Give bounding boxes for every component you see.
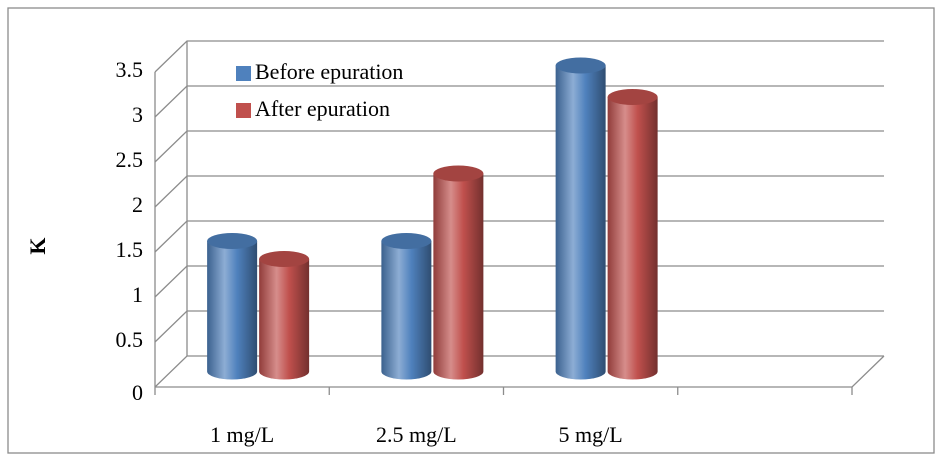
y-tick-label: 1 xyxy=(132,282,143,307)
bar-top xyxy=(607,89,658,105)
bar-body xyxy=(433,173,484,380)
bar xyxy=(381,233,432,380)
y-tick-label: 2 xyxy=(132,192,143,217)
legend-swatch xyxy=(236,66,251,81)
legend-label: After epuration xyxy=(255,96,390,121)
y-tick-label: 0.5 xyxy=(116,327,144,352)
bar xyxy=(207,233,258,380)
bar-body xyxy=(259,259,310,380)
x-tick-label: 5 mg/L xyxy=(559,422,623,447)
y-axis-label: K xyxy=(25,237,50,254)
y-tick-label: 0 xyxy=(132,380,143,405)
bar-body xyxy=(607,97,658,380)
bar-top xyxy=(207,233,258,249)
bar-body xyxy=(381,241,432,380)
bar xyxy=(433,165,484,380)
bar xyxy=(555,57,606,380)
bar-body xyxy=(555,65,606,380)
legend-label: Before epuration xyxy=(255,59,403,84)
y-tick-label: 2.5 xyxy=(116,147,144,172)
bar-top xyxy=(259,251,310,267)
x-tick-label: 1 mg/L xyxy=(210,422,274,447)
legend-swatch xyxy=(236,103,251,118)
y-tick-label: 3 xyxy=(132,102,143,127)
y-tick-label: 3.5 xyxy=(116,57,144,82)
bar-top xyxy=(555,57,606,74)
bar-body xyxy=(207,241,258,380)
bar xyxy=(259,251,310,380)
x-tick-label: 2.5 mg/L xyxy=(376,422,457,447)
y-tick-label: 1.5 xyxy=(116,237,144,262)
bar-top xyxy=(433,165,484,182)
bar xyxy=(607,89,658,380)
bar-top xyxy=(381,233,432,249)
